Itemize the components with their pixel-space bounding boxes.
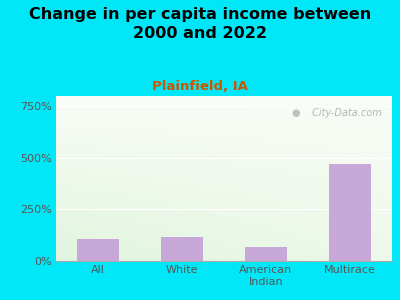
Bar [329,164,371,261]
Text: City-Data.com: City-Data.com [309,107,382,118]
Text: Plainfield, IA: Plainfield, IA [152,80,248,92]
Bar [161,237,203,261]
Text: Change in per capita income between
2000 and 2022: Change in per capita income between 2000… [29,8,371,41]
Bar [77,239,119,261]
Bar [245,247,287,261]
Text: ●: ● [291,107,300,118]
